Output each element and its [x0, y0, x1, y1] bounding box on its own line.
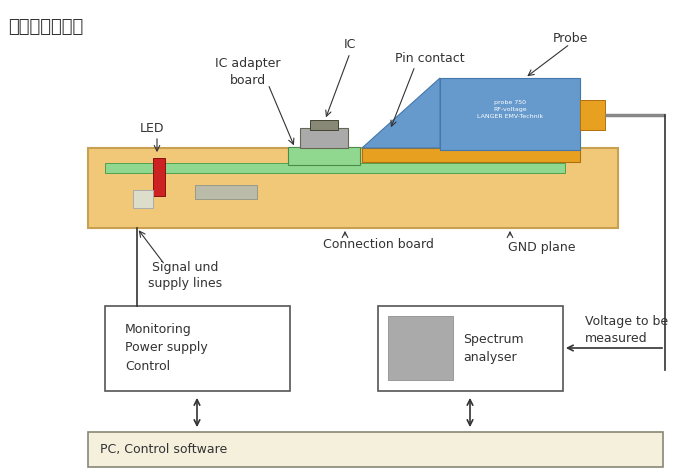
Bar — [580, 100, 605, 130]
Text: Pin contact: Pin contact — [395, 52, 465, 64]
Text: LED: LED — [140, 122, 164, 134]
Bar — [133, 190, 153, 208]
Text: probe 750
RF-voltage
LANGER EMV-Technik: probe 750 RF-voltage LANGER EMV-Technik — [477, 100, 543, 119]
Text: 测试框图如下：: 测试框图如下： — [8, 18, 83, 36]
Bar — [288, 147, 360, 165]
Bar — [388, 316, 453, 380]
Text: Monitoring
Power supply
Control: Monitoring Power supply Control — [125, 323, 208, 373]
Bar — [153, 158, 165, 196]
Bar — [310, 120, 338, 130]
Text: GND plane: GND plane — [508, 242, 576, 254]
Bar — [362, 148, 580, 162]
Bar — [195, 185, 257, 199]
Text: IC: IC — [344, 39, 356, 52]
Text: IC adapter
board: IC adapter board — [215, 57, 281, 86]
Bar — [105, 306, 290, 391]
Bar — [300, 128, 348, 148]
Bar — [105, 163, 565, 173]
Text: PC, Control software: PC, Control software — [100, 442, 227, 455]
Text: Connection board: Connection board — [322, 238, 433, 251]
Bar — [88, 148, 618, 228]
Polygon shape — [362, 78, 440, 148]
Text: Voltage to be
measured: Voltage to be measured — [585, 315, 668, 345]
Text: Probe: Probe — [552, 31, 588, 45]
Text: Spectrum
analyser: Spectrum analyser — [463, 332, 524, 363]
Text: Signal und
supply lines: Signal und supply lines — [148, 260, 222, 290]
Bar — [440, 78, 580, 150]
Bar — [378, 306, 563, 391]
Bar — [88, 432, 663, 467]
